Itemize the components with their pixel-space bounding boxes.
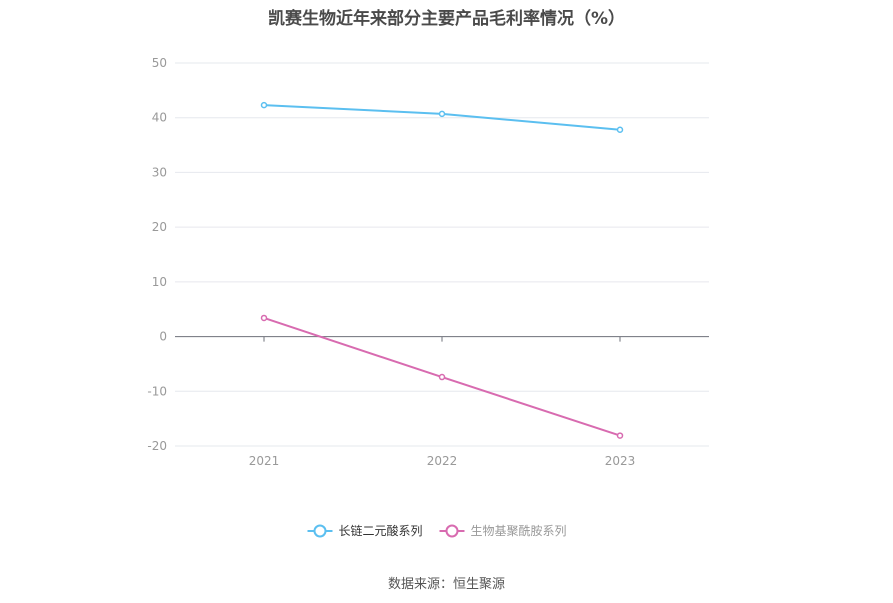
data-source: 数据来源：恒生聚源 bbox=[387, 577, 505, 592]
y-tick-label: 40 bbox=[152, 111, 167, 125]
data-point bbox=[438, 110, 446, 118]
y-tick-label: 20 bbox=[152, 220, 167, 234]
y-tick-label: 50 bbox=[152, 56, 167, 70]
legend: 长链二元酸系列 生物基聚酰胺系列 bbox=[307, 523, 567, 538]
y-tick-label: 0 bbox=[159, 330, 167, 344]
data-point bbox=[260, 101, 268, 109]
series-group bbox=[260, 101, 624, 439]
y-axis: 50 40 30 20 10 0 -10 -20 bbox=[147, 56, 167, 453]
data-point bbox=[438, 373, 446, 381]
data-point bbox=[616, 432, 624, 439]
y-tick-label: 10 bbox=[152, 275, 167, 289]
y-tick-label: 30 bbox=[152, 165, 167, 179]
y-tick-label: -20 bbox=[147, 439, 167, 453]
legend-swatch-marker bbox=[445, 524, 459, 538]
legend-swatch-marker bbox=[313, 524, 327, 538]
y-tick-label: -10 bbox=[147, 384, 167, 398]
x-tick-label: 2022 bbox=[427, 454, 458, 468]
grid-lines bbox=[175, 62, 709, 447]
legend-label: 长链二元酸系列 bbox=[339, 523, 423, 538]
legend-label: 生物基聚酰胺系列 bbox=[471, 524, 567, 538]
x-tick-label: 2023 bbox=[605, 454, 636, 468]
legend-item-1: 生物基聚酰胺系列 bbox=[439, 524, 567, 538]
x-axis: 2021 2022 2023 bbox=[175, 336, 709, 468]
data-point bbox=[616, 126, 624, 134]
legend-item-0: 长链二元酸系列 bbox=[307, 523, 423, 538]
data-point bbox=[260, 314, 268, 322]
chart-title: 凯赛生物近年来部分主要产品毛利率情况（%） bbox=[267, 9, 626, 29]
x-tick-label: 2021 bbox=[249, 454, 280, 468]
